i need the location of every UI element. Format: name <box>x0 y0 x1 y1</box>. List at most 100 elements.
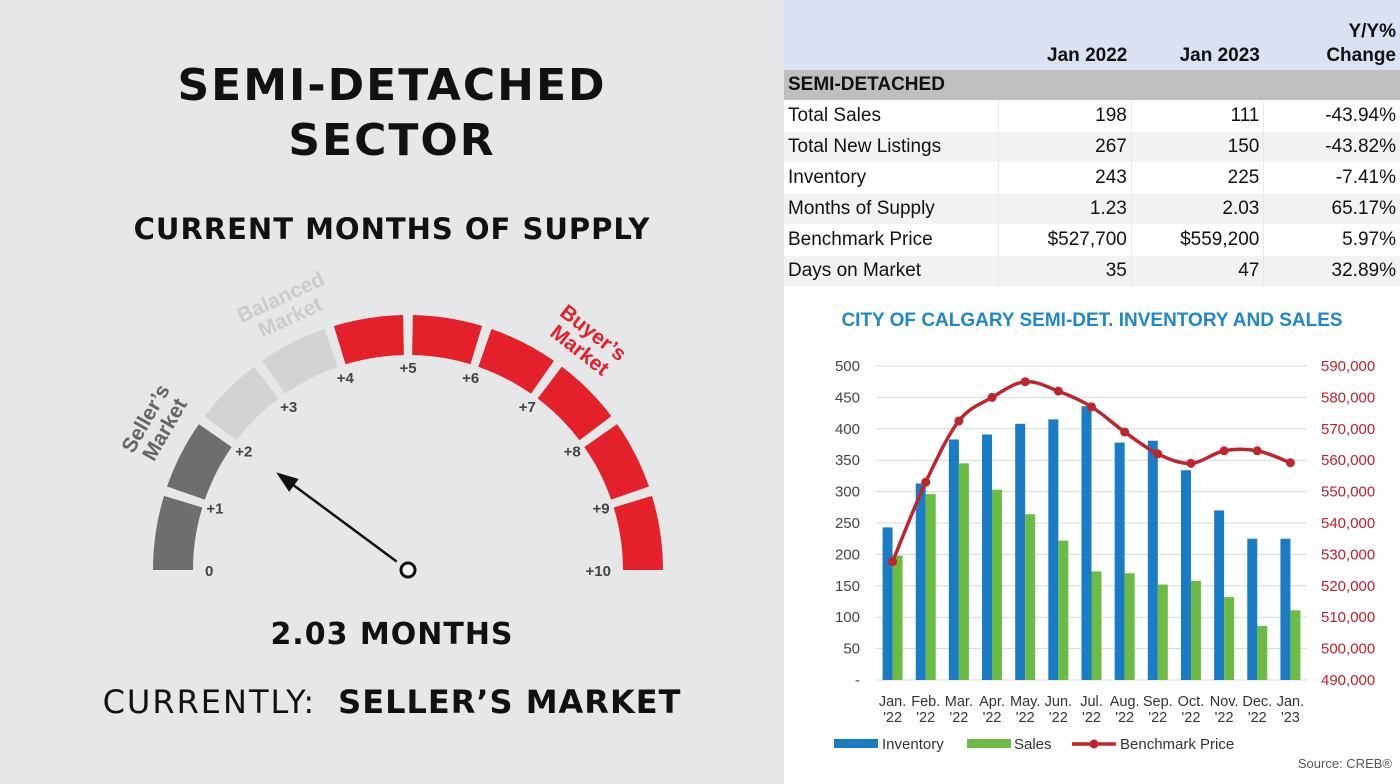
gauge-needle <box>278 473 398 563</box>
benchmark-price-point <box>1120 427 1130 437</box>
left-axis-tick: 500 <box>835 358 860 375</box>
benchmark-price-point <box>1252 446 1262 456</box>
right-axis-tick: 590,000 <box>1321 358 1375 375</box>
legend-price-marker <box>1089 739 1099 749</box>
left-axis-tick: 450 <box>835 389 860 406</box>
cell-change: -43.82% <box>1263 131 1400 163</box>
x-tick-label-year: '22 <box>1148 710 1167 726</box>
cell-change: 5.97% <box>1263 224 1400 256</box>
table-header-row: Jan 2022 Jan 2023 Y/Y% Change <box>784 0 1400 70</box>
gauge-needle-arrowhead <box>276 472 299 492</box>
cell-jan-2022: 198 <box>998 100 1132 132</box>
benchmark-price-point <box>1153 449 1163 459</box>
x-tick-label-month: Nov. <box>1210 694 1239 710</box>
sales-bar <box>892 555 903 680</box>
market-status-label: CURRENTLY: <box>102 683 317 721</box>
sales-bar <box>1224 597 1235 680</box>
x-tick-label-year: '22 <box>1182 710 1201 726</box>
cell-jan-2022: 1.23 <box>998 193 1132 225</box>
inventory-bar <box>1214 510 1225 680</box>
x-tick-label-year: '23 <box>1281 710 1300 726</box>
x-tick-label-year: '22 <box>1248 710 1267 726</box>
cell-change: 32.89% <box>1263 255 1400 287</box>
sales-bar <box>1157 584 1168 680</box>
x-tick-label-year: '22 <box>1215 710 1234 726</box>
right-axis-tick: 570,000 <box>1321 421 1375 438</box>
legend-inventory-label: Inventory <box>882 736 944 753</box>
right-axis-tick: 530,000 <box>1321 546 1375 563</box>
gauge-segment <box>537 366 612 441</box>
benchmark-price-point <box>1053 386 1063 396</box>
gauge-segment <box>204 366 279 441</box>
gauge-tick-label: +6 <box>462 370 479 387</box>
gauge-segment <box>262 329 338 394</box>
x-tick-label-year: '22 <box>1049 710 1068 726</box>
row-label: Inventory <box>784 162 999 194</box>
gauge-tick-label: +7 <box>519 399 536 416</box>
gauge-segment <box>167 424 232 500</box>
x-tick-label-month: Feb. <box>911 694 940 710</box>
gauge-segment <box>478 329 554 394</box>
right-axis-tick: 510,000 <box>1321 609 1375 626</box>
gauge-tick-label: 0 <box>205 563 213 580</box>
cell-change: -43.94% <box>1263 100 1400 132</box>
cell-change: 65.17% <box>1263 193 1400 225</box>
x-tick-label-month: Apr. <box>979 694 1005 710</box>
right-axis-tick: 520,000 <box>1321 578 1375 595</box>
inventory-sales-chart: - 50 100 150 200 250 300 350 400 450 500 490,000 500… <box>834 358 1375 753</box>
row-label: Total New Listings <box>784 131 999 163</box>
x-tick-label-month: Sep. <box>1143 694 1173 710</box>
left-axis-tick: 350 <box>835 452 860 469</box>
months-of-supply-gauge: 0+1+2+3+4+5+6+7+8+9+10Seller’sMarketBala… <box>117 268 663 580</box>
cell-jan-2023: $559,200 <box>1130 224 1264 256</box>
gauge-tick-label: +5 <box>399 360 416 377</box>
inventory-bar <box>982 434 993 680</box>
gauge-subtitle: CURRENT MONTHS OF SUPPLY <box>133 212 651 246</box>
right-axis-tick: 490,000 <box>1321 672 1375 689</box>
left-axis-tick: 250 <box>835 515 860 532</box>
chart-title: CITY OF CALGARY SEMI-DET. INVENTORY AND … <box>841 310 1343 331</box>
right-panel: Jan 2022 Jan 2023 Y/Y% Change SEMI-DETAC… <box>784 0 1400 784</box>
cell-jan-2023: 47 <box>1130 255 1264 287</box>
x-tick-label-year: '22 <box>1016 710 1035 726</box>
right-axis-tick: 540,000 <box>1321 515 1375 532</box>
gauge-needle-pivot <box>399 561 417 579</box>
x-tick-label-year: '22 <box>1115 710 1134 726</box>
inventory-bar <box>1280 538 1291 680</box>
market-status-value: SELLER’S MARKET <box>338 683 682 721</box>
table-row: Months of Supply 1.23 2.03 65.17% <box>784 193 1400 225</box>
left-axis-tick: 150 <box>835 578 860 595</box>
gauge-segment <box>613 495 663 570</box>
x-tick-label-month: Jan. <box>879 694 906 710</box>
cell-jan-2022: $527,700 <box>998 224 1132 256</box>
x-tick-label-month: May. <box>1010 694 1040 710</box>
cell-jan-2022: 35 <box>998 255 1132 287</box>
benchmark-price-point <box>1020 377 1030 387</box>
inventory-bar <box>1147 440 1158 680</box>
sales-bar <box>1091 571 1102 680</box>
sales-bar <box>992 489 1003 680</box>
sector-title-line2: SECTOR <box>288 115 496 166</box>
benchmark-price-point <box>1219 446 1229 456</box>
legend-inventory-swatch <box>834 739 878 748</box>
x-tick-label-month: Oct. <box>1178 694 1205 710</box>
left-axis-tick: 200 <box>835 546 860 563</box>
sales-bar <box>925 494 936 680</box>
x-tick-label-year: '22 <box>949 710 968 726</box>
x-tick-label-month: Jan. <box>1277 694 1304 710</box>
table-row: Total New Listings 267 150 -43.82% <box>784 131 1400 163</box>
right-axis-tick: 500,000 <box>1321 641 1375 658</box>
market-status-line: CURRENTLY: SELLER’S MARKET <box>0 683 784 721</box>
sales-bar <box>1190 580 1201 680</box>
table-section-row: SEMI-DETACHED <box>784 70 1400 101</box>
benchmark-price-point <box>1285 458 1295 468</box>
header-yy-change: Y/Y% Change <box>1263 0 1400 70</box>
row-label: Days on Market <box>784 255 999 287</box>
header-blank <box>784 0 999 70</box>
row-label: Benchmark Price <box>784 224 999 256</box>
inventory-bar <box>1180 470 1191 680</box>
gauge-segment <box>412 315 483 365</box>
inventory-bar <box>948 439 959 680</box>
sales-bar <box>1257 625 1268 680</box>
x-tick-label-month: Mar. <box>945 694 973 710</box>
